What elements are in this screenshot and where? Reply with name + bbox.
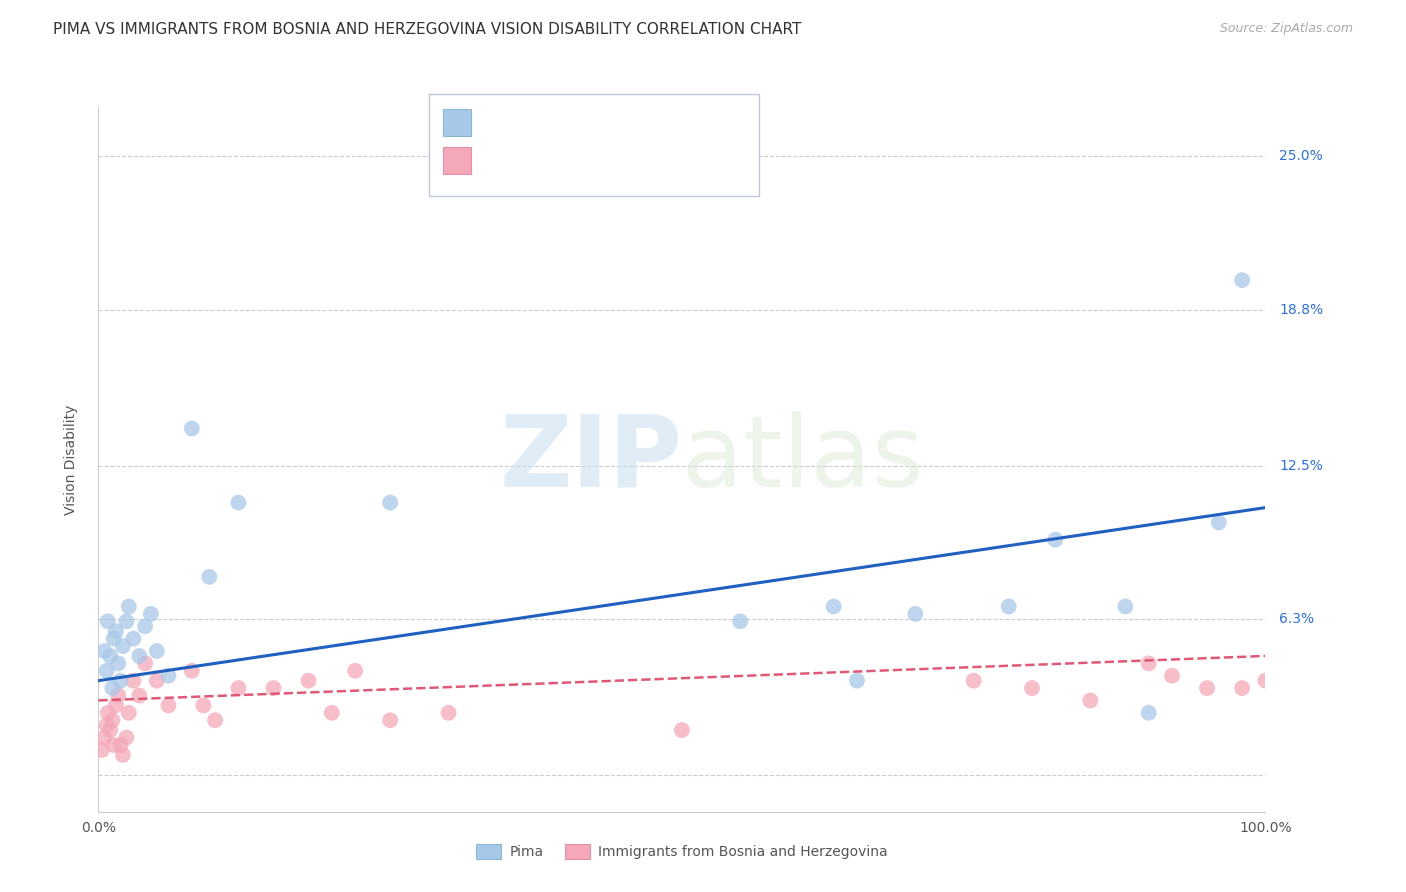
Point	[146, 644, 169, 658]
Point	[118, 706, 141, 720]
Point	[1230, 273, 1253, 287]
Point	[101, 713, 124, 727]
Point	[380, 496, 402, 510]
Text: 12.5%: 12.5%	[1279, 458, 1323, 473]
Text: R =: R =	[482, 153, 516, 168]
Point	[1208, 516, 1230, 530]
Point	[97, 615, 120, 629]
Point	[180, 664, 202, 678]
Point	[134, 657, 156, 671]
Point	[437, 706, 460, 720]
Point	[1137, 706, 1160, 720]
Point	[93, 731, 115, 745]
Point	[107, 689, 129, 703]
Point	[997, 599, 1019, 614]
Point	[730, 615, 752, 629]
Y-axis label: Vision Disability: Vision Disability	[63, 404, 77, 515]
Point	[104, 624, 127, 639]
Point	[1114, 599, 1136, 614]
Text: 0.126: 0.126	[522, 153, 569, 168]
Point	[110, 673, 132, 688]
Point	[97, 706, 120, 720]
Point	[846, 673, 869, 688]
Point	[1161, 669, 1184, 683]
Point	[198, 570, 221, 584]
Text: 18.8%: 18.8%	[1279, 302, 1323, 317]
Point	[110, 738, 132, 752]
Text: ZIP: ZIP	[499, 411, 682, 508]
Point	[180, 421, 202, 435]
Point	[157, 698, 180, 713]
Point	[115, 731, 138, 745]
Text: Source: ZipAtlas.com: Source: ZipAtlas.com	[1219, 22, 1353, 36]
Text: PIMA VS IMMIGRANTS FROM BOSNIA AND HERZEGOVINA VISION DISABILITY CORRELATION CHA: PIMA VS IMMIGRANTS FROM BOSNIA AND HERZE…	[53, 22, 801, 37]
Point	[134, 619, 156, 633]
Point	[103, 738, 125, 752]
Point	[111, 747, 134, 762]
Point	[297, 673, 319, 688]
Point	[228, 496, 250, 510]
Point	[157, 669, 180, 683]
Point	[118, 599, 141, 614]
Point	[98, 648, 121, 663]
Text: N =: N =	[588, 115, 621, 129]
Point	[1080, 693, 1102, 707]
Point	[104, 698, 127, 713]
Point	[962, 673, 984, 688]
Point	[122, 673, 145, 688]
Text: 6.3%: 6.3%	[1279, 612, 1315, 626]
Text: 25.0%: 25.0%	[1279, 150, 1323, 163]
Text: 0.427: 0.427	[522, 115, 569, 129]
Point	[98, 723, 121, 738]
Point	[1195, 681, 1218, 695]
Point	[321, 706, 343, 720]
Point	[128, 689, 150, 703]
Point	[1137, 657, 1160, 671]
Point	[122, 632, 145, 646]
Legend: Pima, Immigrants from Bosnia and Herzegovina: Pima, Immigrants from Bosnia and Herzego…	[471, 838, 893, 864]
Point	[115, 615, 138, 629]
Point	[93, 644, 115, 658]
Point	[380, 713, 402, 727]
Point	[101, 681, 124, 695]
Point	[228, 681, 250, 695]
Point	[1045, 533, 1067, 547]
Point	[1021, 681, 1043, 695]
Point	[204, 713, 226, 727]
Point	[193, 698, 215, 713]
Point	[671, 723, 693, 738]
Point	[146, 673, 169, 688]
Point	[1254, 673, 1277, 688]
Text: R =: R =	[482, 115, 516, 129]
Point	[262, 681, 284, 695]
Point	[344, 664, 367, 678]
Point	[96, 664, 118, 678]
Point	[823, 599, 845, 614]
Text: 32: 32	[627, 115, 648, 129]
Point	[139, 607, 162, 621]
Point	[96, 718, 118, 732]
Point	[103, 632, 125, 646]
Text: atlas: atlas	[682, 411, 924, 508]
Point	[111, 639, 134, 653]
Point	[90, 743, 112, 757]
Point	[904, 607, 927, 621]
Point	[1230, 681, 1253, 695]
Point	[107, 657, 129, 671]
Text: 37: 37	[627, 153, 648, 168]
Text: N =: N =	[588, 153, 621, 168]
Point	[128, 648, 150, 663]
